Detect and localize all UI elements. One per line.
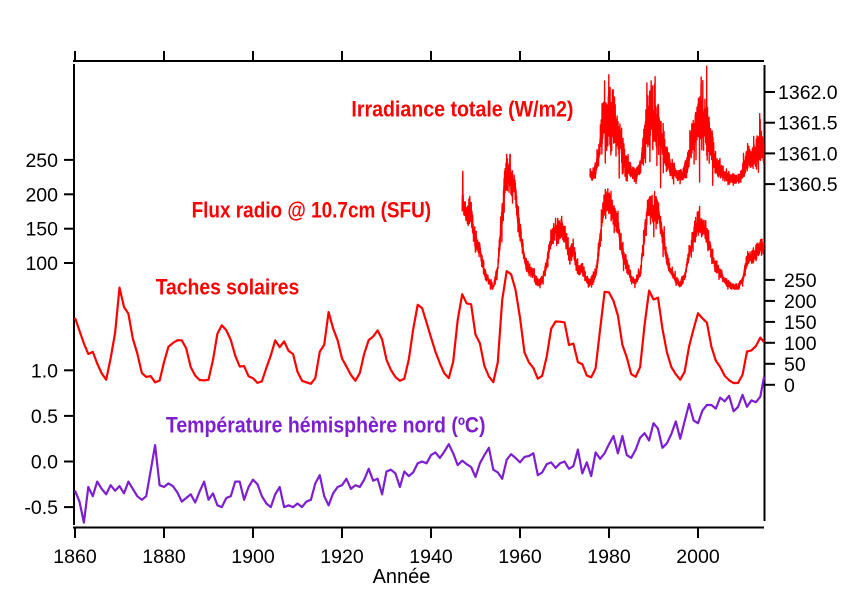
svg-text:Flux radio @ 10.7cm (SFU): Flux radio @ 10.7cm (SFU) [192,198,432,223]
svg-text:1360.5: 1360.5 [778,174,838,196]
svg-text:100: 100 [784,333,817,355]
svg-text:50: 50 [784,354,806,376]
svg-text:1361.5: 1361.5 [778,113,838,135]
svg-text:250: 250 [25,150,58,172]
svg-text:1.0: 1.0 [31,360,58,382]
svg-text:Année: Année [373,566,431,588]
svg-text:150: 150 [25,219,58,241]
svg-text:1860: 1860 [53,546,97,568]
svg-text:150: 150 [784,312,817,334]
svg-text:1980: 1980 [587,546,631,568]
svg-text:Taches solaires: Taches solaires [156,274,300,299]
svg-text:0.5: 0.5 [31,406,58,428]
svg-text:200: 200 [25,184,58,206]
svg-text:1960: 1960 [498,546,542,568]
svg-text:Irradiance totale (W/m2): Irradiance totale (W/m2) [351,96,573,121]
svg-text:2000: 2000 [676,546,720,568]
svg-text:1940: 1940 [409,546,453,568]
svg-text:0: 0 [784,375,795,397]
svg-text:1880: 1880 [142,546,186,568]
svg-text:0.0: 0.0 [31,452,58,474]
svg-text:200: 200 [784,291,817,313]
svg-text:1362.0: 1362.0 [778,82,838,104]
svg-text:1920: 1920 [320,546,364,568]
svg-text:100: 100 [25,253,58,275]
svg-text:Température hémisphère nord (º: Température hémisphère nord (ºC) [166,413,486,438]
svg-text:1361.0: 1361.0 [778,143,838,165]
svg-text:-0.5: -0.5 [24,497,58,519]
svg-text:250: 250 [784,270,817,292]
svg-text:1900: 1900 [231,546,275,568]
